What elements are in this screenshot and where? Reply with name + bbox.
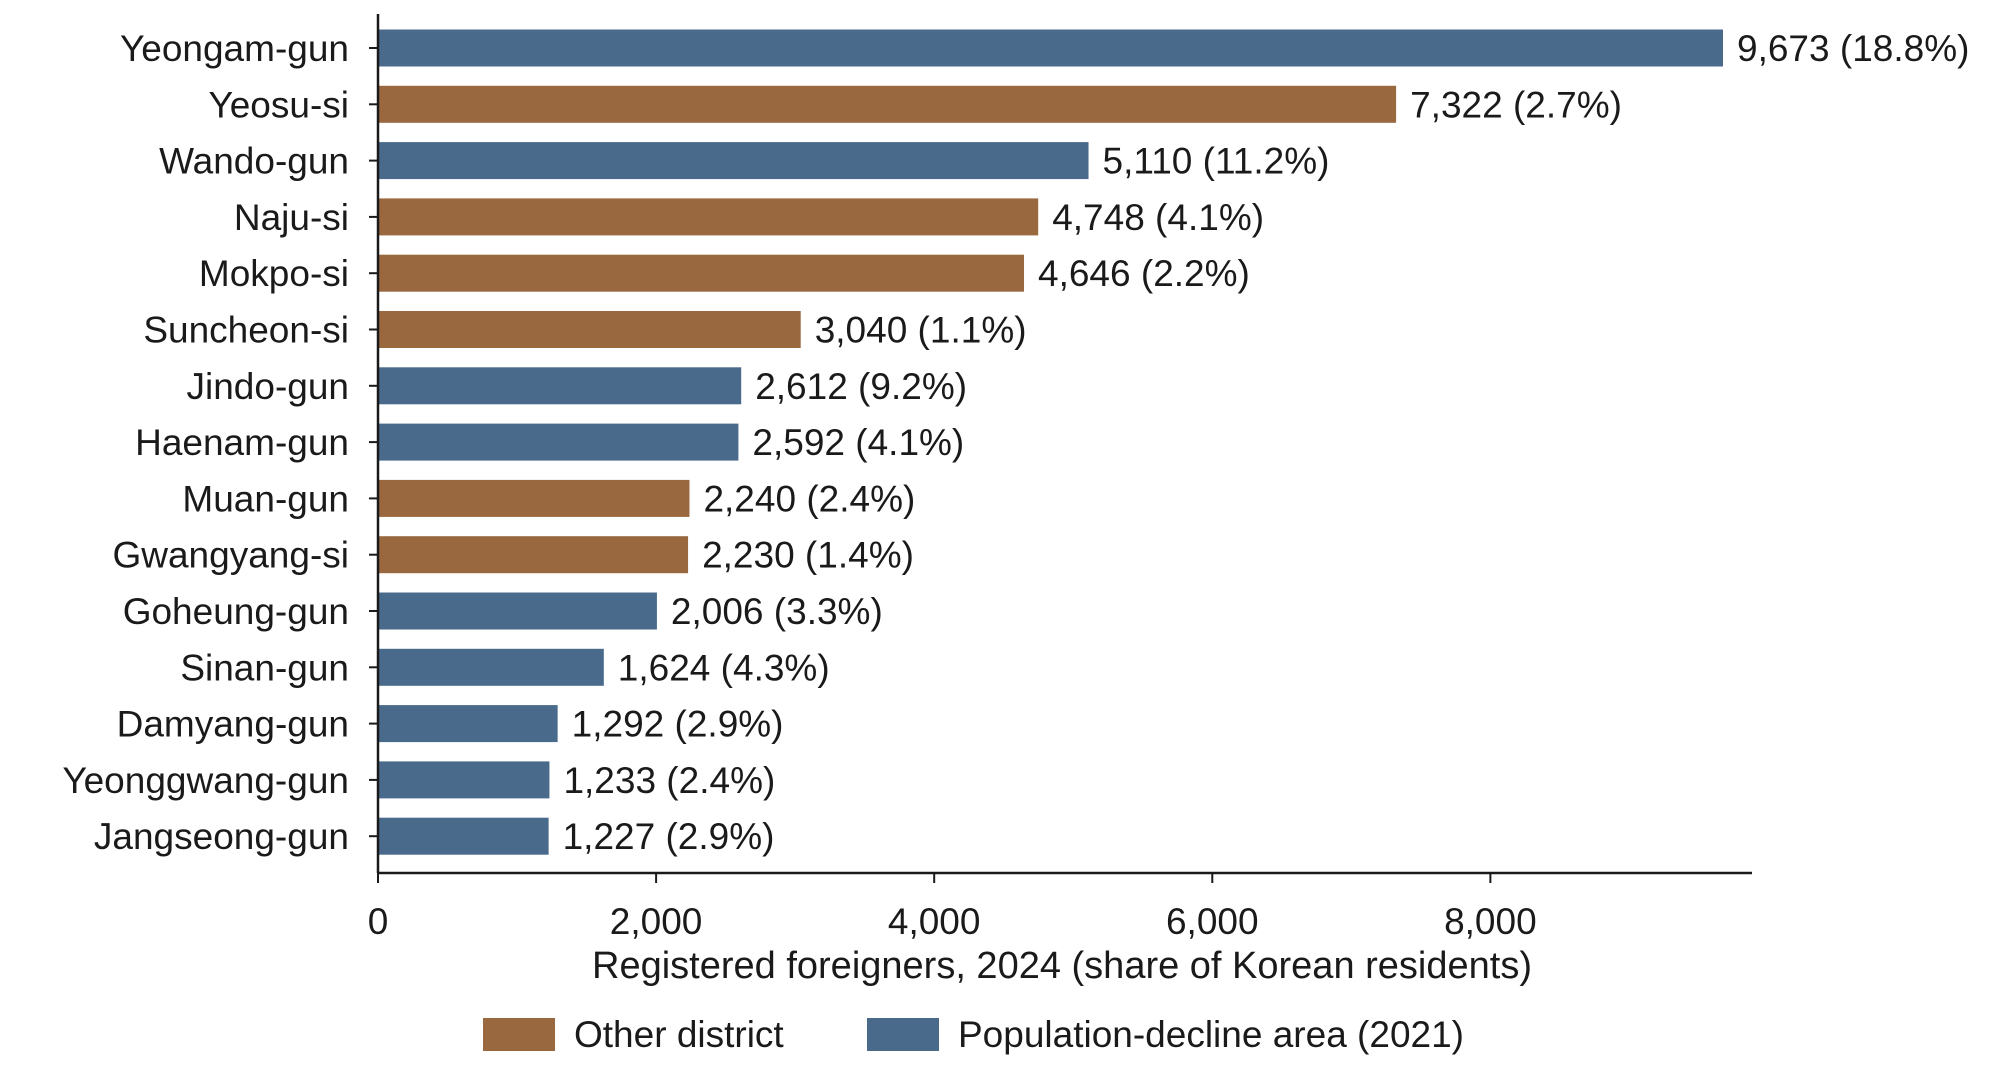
category-label: Jindo-gun [186,366,349,407]
category-label: Gwangyang-si [112,535,349,576]
legend-swatch [867,1018,939,1051]
bar-mokpo-si [378,254,1025,292]
x-axis-label: Registered foreigners, 2024 (share of Ko… [592,945,1532,987]
category-label: Wando-gun [159,141,349,182]
bar-data-label: 1,624 (4.3%) [618,647,830,688]
category-label: Haenam-gun [135,422,349,463]
legend-label: Other district [574,1014,784,1055]
category-label: Sinan-gun [180,647,349,688]
bar-jangseong-gun [378,817,549,855]
bars-group [378,29,1723,855]
category-label: Goheung-gun [123,591,349,632]
x-tick-label: 0 [368,901,389,942]
bar-naju-si [378,198,1039,236]
bar-yeosu-si [378,85,1397,123]
bar-muan-gun [378,479,690,517]
bar-yeongam-gun [378,29,1723,67]
bar-data-label: 4,646 (2.2%) [1038,253,1250,294]
y-axis: Yeongam-gun Yeosu-si Wando-gun Naju-si Mokpo… [62,14,380,873]
x-axis: 0 2,000 4,000 6,000 8,000 [368,871,1752,942]
category-label: Damyang-gun [117,704,349,745]
x-tick-label: 8,000 [1444,901,1537,942]
bar-damyang-gun [378,705,558,743]
category-label: Jangseong-gun [94,816,349,857]
bar-data-label: 1,233 (2.4%) [563,760,775,801]
bar-data-label: 2,230 (1.4%) [702,535,914,576]
x-tick-label: 2,000 [610,901,703,942]
category-label: Suncheon-si [143,310,349,351]
bar-haenam-gun [378,423,739,461]
category-label: Naju-si [234,197,349,238]
bar-data-label: 1,227 (2.9%) [563,816,775,857]
bar-gwangyang-si [378,536,689,574]
bar-suncheon-si [378,311,801,348]
bar-data-label: 2,006 (3.3%) [671,591,883,632]
bar-data-label: 2,592 (4.1%) [752,422,964,463]
category-label: Muan-gun [182,478,349,519]
bar-data-label: 3,040 (1.1%) [815,310,1027,351]
bar-sinan-gun [378,648,604,686]
bar-data-label: 2,240 (2.4%) [703,478,915,519]
bar-data-label: 7,322 (2.7%) [1410,84,1622,125]
bar-wando-gun [378,142,1089,180]
category-label: Yeongam-gun [120,28,349,69]
bar-yeonggwang-gun [378,761,550,799]
x-tick-label: 4,000 [888,901,981,942]
bar-data-label: 9,673 (18.8%) [1737,28,1969,69]
bar-data-label: 2,612 (9.2%) [755,366,967,407]
bar-data-label: 1,292 (2.9%) [572,704,784,745]
x-tick-label: 6,000 [1166,901,1259,942]
bar-jindo-gun [378,367,742,405]
bar-data-label: 5,110 (11.2%) [1103,141,1330,182]
legend-label: Population-decline area (2021) [958,1014,1464,1055]
category-label: Yeosu-si [208,84,349,125]
category-label: Yeonggwang-gun [62,760,349,801]
bar-goheung-gun [378,592,657,630]
bar-data-labels-group: 9,673 (18.8%) 7,322 (2.7%) 5,110 (11.2%) 4,… [563,28,1970,857]
legend: Other district Population-decline area (2… [483,1014,1464,1055]
legend-swatch [483,1018,555,1051]
bar-data-label: 4,748 (4.1%) [1052,197,1264,238]
category-label: Mokpo-si [199,253,349,294]
